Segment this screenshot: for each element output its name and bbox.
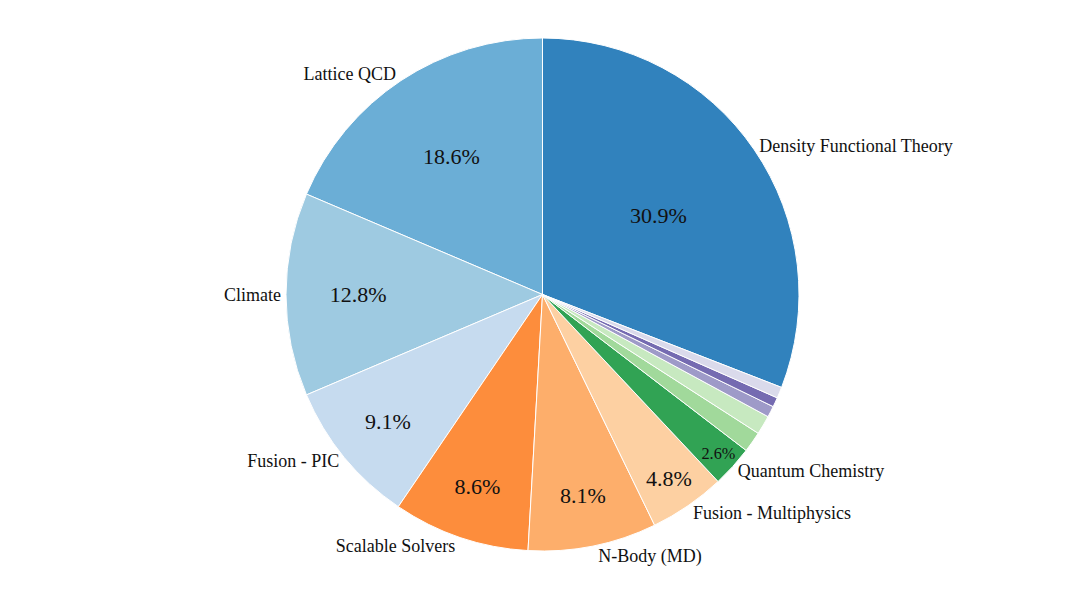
svg-text:18.6%: 18.6% bbox=[423, 144, 480, 169]
svg-text:8.6%: 8.6% bbox=[455, 474, 501, 499]
svg-text:9.1%: 9.1% bbox=[365, 409, 411, 434]
svg-text:2.6%: 2.6% bbox=[701, 444, 735, 463]
svg-text:Lattice QCD: Lattice QCD bbox=[304, 64, 396, 84]
svg-text:Fusion - PIC: Fusion - PIC bbox=[247, 451, 339, 471]
svg-text:Fusion - Multiphysics: Fusion - Multiphysics bbox=[693, 503, 851, 523]
svg-text:Climate: Climate bbox=[224, 285, 281, 305]
svg-text:Scalable Solvers: Scalable Solvers bbox=[336, 536, 455, 556]
svg-text:4.8%: 4.8% bbox=[646, 466, 692, 491]
svg-text:N-Body (MD): N-Body (MD) bbox=[598, 546, 702, 567]
svg-text:Quantum Chemistry: Quantum Chemistry bbox=[738, 461, 885, 481]
svg-text:30.9%: 30.9% bbox=[630, 203, 687, 228]
svg-text:8.1%: 8.1% bbox=[560, 483, 606, 508]
svg-text:Density Functional Theory: Density Functional Theory bbox=[759, 136, 953, 156]
svg-text:12.8%: 12.8% bbox=[330, 282, 387, 307]
